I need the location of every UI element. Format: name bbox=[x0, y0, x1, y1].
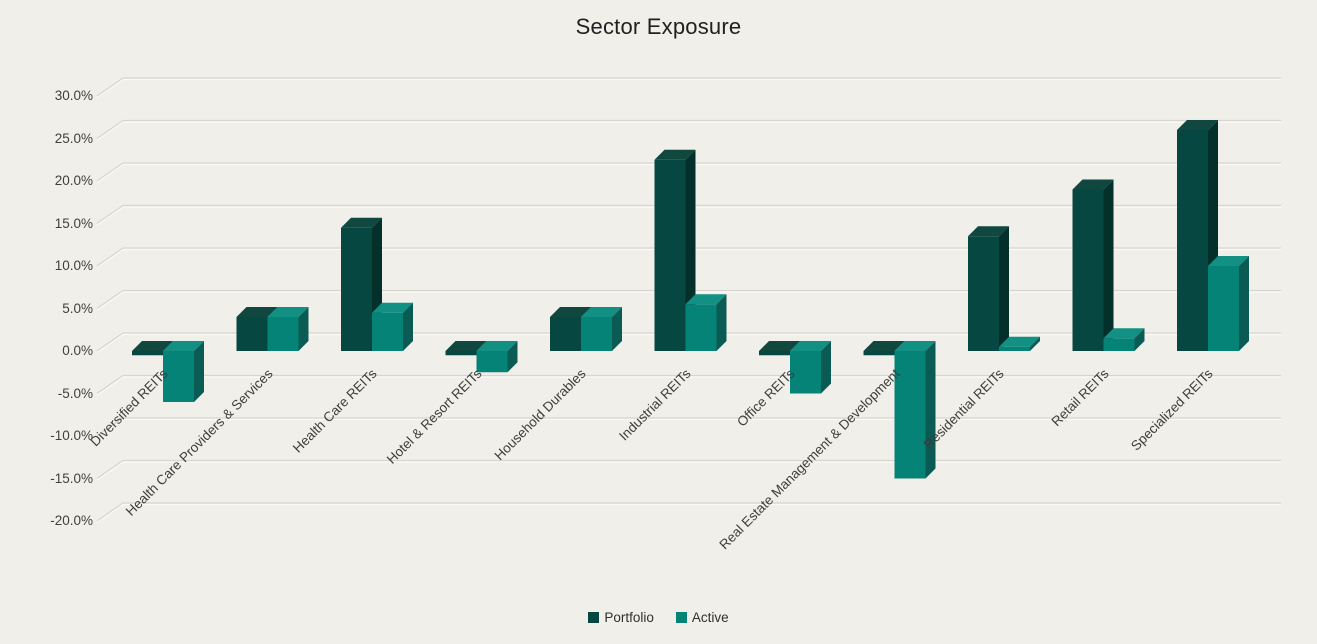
portfolio-bar-top-face bbox=[759, 341, 800, 351]
portfolio-bar-front-face bbox=[759, 351, 790, 356]
legend-label-portfolio: Portfolio bbox=[604, 610, 654, 625]
gridline-highlight bbox=[96, 121, 1281, 141]
legend-item-active: Active bbox=[675, 610, 729, 625]
active-bar-top-face bbox=[372, 302, 413, 313]
portfolio-bar-front-face bbox=[1177, 130, 1208, 351]
y-axis-tick-label: -15.0% bbox=[50, 470, 93, 486]
portfolio-bar-side-face bbox=[1103, 179, 1114, 351]
legend-swatch-portfolio bbox=[588, 612, 600, 623]
portfolio-bar-front-face bbox=[550, 317, 581, 351]
active-bar-top-face bbox=[581, 307, 622, 317]
active-bar-side-face bbox=[716, 294, 727, 351]
gridline bbox=[96, 77, 1281, 97]
portfolio-bar-top-face bbox=[550, 307, 591, 317]
active-bar-front-face bbox=[476, 351, 508, 373]
y-axis-tick-label: 5.0% bbox=[62, 300, 93, 316]
portfolio-bar-front-face bbox=[341, 227, 372, 351]
gridline-highlight bbox=[96, 248, 1281, 269]
gridline-highlight bbox=[96, 78, 1281, 99]
portfolio-bar-front-face bbox=[236, 317, 268, 351]
y-axis-tick-label: 10.0% bbox=[54, 258, 93, 273]
y-axis-tick-label: 0.0% bbox=[62, 343, 93, 358]
active-bar-side-face bbox=[194, 341, 204, 402]
portfolio-bar-top-face bbox=[968, 226, 1009, 237]
active-bar-top-face bbox=[685, 294, 727, 305]
portfolio-bar-front-face bbox=[968, 236, 999, 351]
portfolio-bar-front-face bbox=[1072, 189, 1104, 351]
y-axis-tick-label: 25.0% bbox=[54, 130, 93, 146]
gridline bbox=[96, 332, 1281, 352]
portfolio-bar-top-face bbox=[863, 341, 905, 351]
active-bar-front-face bbox=[581, 317, 612, 351]
active-bar-front-face bbox=[1208, 266, 1239, 351]
active-bar-front-face bbox=[267, 317, 299, 351]
gridline-highlight bbox=[96, 291, 1281, 311]
active-bar-side-face bbox=[403, 302, 413, 351]
portfolio-bar-front-face bbox=[132, 351, 163, 356]
portfolio-bar-top-face bbox=[654, 149, 696, 160]
gridline-highlight bbox=[96, 333, 1281, 354]
portfolio-bar-top-face bbox=[341, 217, 382, 228]
active-bar-side-face bbox=[1134, 328, 1145, 351]
active-bar-front-face bbox=[1103, 338, 1135, 351]
y-axis-tick-label: 15.0% bbox=[54, 215, 93, 231]
active-bar-front-face bbox=[894, 351, 926, 479]
active-bar-top-face bbox=[790, 341, 831, 351]
active-bar-front-face bbox=[163, 351, 194, 402]
legend-item-portfolio: Portfolio bbox=[588, 610, 654, 625]
gridline bbox=[96, 162, 1281, 182]
gridline bbox=[96, 502, 1281, 522]
y-axis-tick-label: -5.0% bbox=[57, 385, 93, 401]
y-axis-tick-label: -20.0% bbox=[50, 513, 93, 528]
gridline bbox=[96, 204, 1281, 225]
gridline bbox=[96, 247, 1281, 267]
portfolio-bar-top-face bbox=[1177, 120, 1218, 130]
portfolio-bar-top-face bbox=[1072, 179, 1114, 190]
gridline bbox=[96, 119, 1281, 140]
chart-title: Sector Exposure bbox=[575, 14, 742, 39]
active-bar-front-face bbox=[999, 346, 1030, 351]
active-bar-top-face bbox=[894, 341, 936, 351]
active-bar-side-face bbox=[507, 341, 518, 373]
active-bar-front-face bbox=[685, 304, 717, 351]
active-bar-front-face bbox=[790, 351, 821, 394]
active-bar-side-face bbox=[925, 341, 936, 479]
gridline-highlight bbox=[96, 206, 1281, 226]
y-axis-tick-label: -10.0% bbox=[50, 428, 93, 443]
portfolio-bar-front-face bbox=[445, 351, 477, 356]
gridline-highlight bbox=[96, 503, 1281, 524]
portfolio-bar-top-face bbox=[236, 307, 278, 317]
gridline-highlight bbox=[96, 163, 1281, 184]
portfolio-bar-front-face bbox=[654, 159, 686, 351]
y-axis-tick-label: 20.0% bbox=[54, 173, 93, 188]
portfolio-bar-top-face bbox=[445, 341, 487, 351]
active-bar-top-face bbox=[267, 307, 309, 317]
gridline-highlight bbox=[96, 418, 1281, 439]
legend-swatch-active bbox=[675, 612, 687, 623]
active-bar-top-face bbox=[999, 336, 1040, 347]
active-bar-side-face bbox=[298, 307, 309, 351]
portfolio-bar-top-face bbox=[132, 341, 173, 351]
active-bar-side-face bbox=[1239, 256, 1249, 351]
legend-label-active: Active bbox=[691, 610, 729, 625]
legend: Portfolio Active bbox=[0, 610, 1317, 625]
gridline bbox=[96, 289, 1281, 310]
active-bar-top-face bbox=[1103, 328, 1145, 339]
active-bar-top-face bbox=[1208, 256, 1249, 266]
gridline bbox=[96, 417, 1281, 437]
active-bar-side-face bbox=[612, 307, 622, 351]
y-axis-tick-label: 30.0% bbox=[54, 88, 93, 103]
portfolio-bar-front-face bbox=[863, 351, 895, 356]
active-bar-side-face bbox=[1030, 336, 1040, 351]
active-bar-top-face bbox=[163, 341, 204, 351]
active-bar-side-face bbox=[821, 341, 831, 394]
portfolio-bar-side-face bbox=[999, 226, 1009, 351]
active-bar-top-face bbox=[476, 341, 518, 351]
active-bar-front-face bbox=[372, 312, 403, 351]
